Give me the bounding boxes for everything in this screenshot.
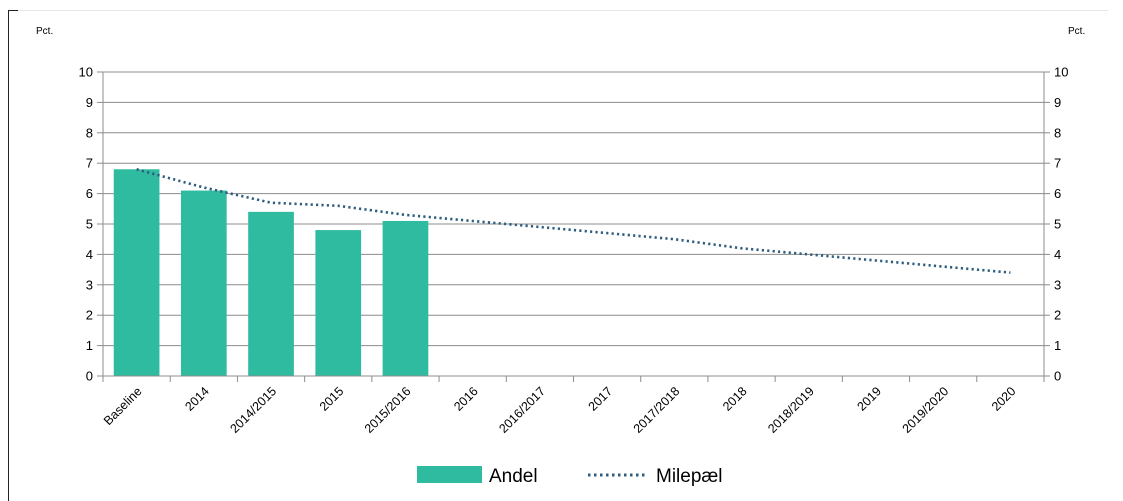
left-tick-label-0: 0 — [86, 369, 93, 384]
right-tick-label-5: 5 — [1054, 217, 1061, 232]
x-label-2014/2015: 2014/2015 — [227, 384, 279, 436]
x-label-2017/2018: 2017/2018 — [631, 384, 683, 436]
right-tick-label-10: 10 — [1054, 65, 1068, 80]
right-tick-label-8: 8 — [1054, 125, 1061, 140]
right-tick-label-2: 2 — [1054, 308, 1061, 323]
frame-corner-tick — [8, 10, 18, 11]
legend-label-milepael: Milepæl — [656, 466, 723, 487]
frame-left-border — [8, 10, 9, 501]
left-tick-label-8: 8 — [86, 125, 93, 140]
right-axis-unit: Pct. — [1068, 26, 1085, 37]
x-label-2018: 2018 — [720, 384, 750, 414]
left-tick-label-6: 6 — [86, 186, 93, 201]
bar-2015/2016 — [382, 220, 429, 376]
left-tick-label-2: 2 — [86, 308, 93, 323]
x-label-2015/2016: 2015/2016 — [362, 384, 414, 436]
legend: Andel Milepæl — [417, 466, 723, 487]
x-label-2020: 2020 — [989, 384, 1019, 414]
right-tick-label-6: 6 — [1054, 186, 1061, 201]
right-tick-label-4: 4 — [1054, 247, 1061, 262]
left-tick-label-9: 9 — [86, 95, 93, 110]
x-label-2019/2020: 2019/2020 — [900, 384, 952, 436]
x-label-2017: 2017 — [586, 384, 616, 414]
right-tick-label-0: 0 — [1054, 369, 1061, 384]
bar-2014 — [180, 190, 227, 376]
left-tick-label-5: 5 — [86, 217, 93, 232]
x-label-2014: 2014 — [182, 384, 212, 414]
axes — [97, 71, 1050, 382]
left-tick-label-4: 4 — [86, 247, 93, 262]
bar-Baseline — [113, 169, 160, 376]
bar-series-andel — [113, 169, 429, 376]
x-label-2016: 2016 — [451, 384, 481, 414]
right-tick-label-3: 3 — [1054, 277, 1061, 292]
bar-2015 — [315, 230, 362, 376]
left-tick-label-1: 1 — [86, 338, 93, 353]
right-tick-label-7: 7 — [1054, 156, 1061, 171]
right-tick-label-1: 1 — [1054, 338, 1061, 353]
line-series-milepael — [136, 168, 1011, 274]
x-label-2016/2017: 2016/2017 — [496, 384, 548, 436]
gridlines — [103, 71, 1044, 347]
left-axis-unit: Pct. — [36, 26, 53, 37]
line-milepael — [136, 168, 1011, 274]
left-tick-label-10: 10 — [79, 65, 93, 80]
legend-swatch-andel — [417, 466, 482, 483]
frame-top-border — [8, 10, 1108, 11]
x-label-2015: 2015 — [317, 384, 347, 414]
legend-label-andel: Andel — [489, 466, 538, 487]
right-tick-label-9: 9 — [1054, 95, 1061, 110]
x-label-2019: 2019 — [855, 384, 885, 414]
bar-2014/2015 — [248, 211, 294, 376]
x-label-2018/2019: 2018/2019 — [765, 384, 817, 436]
x-label-Baseline: Baseline — [101, 384, 145, 428]
left-tick-label-3: 3 — [86, 277, 93, 292]
left-tick-label-7: 7 — [86, 156, 93, 171]
